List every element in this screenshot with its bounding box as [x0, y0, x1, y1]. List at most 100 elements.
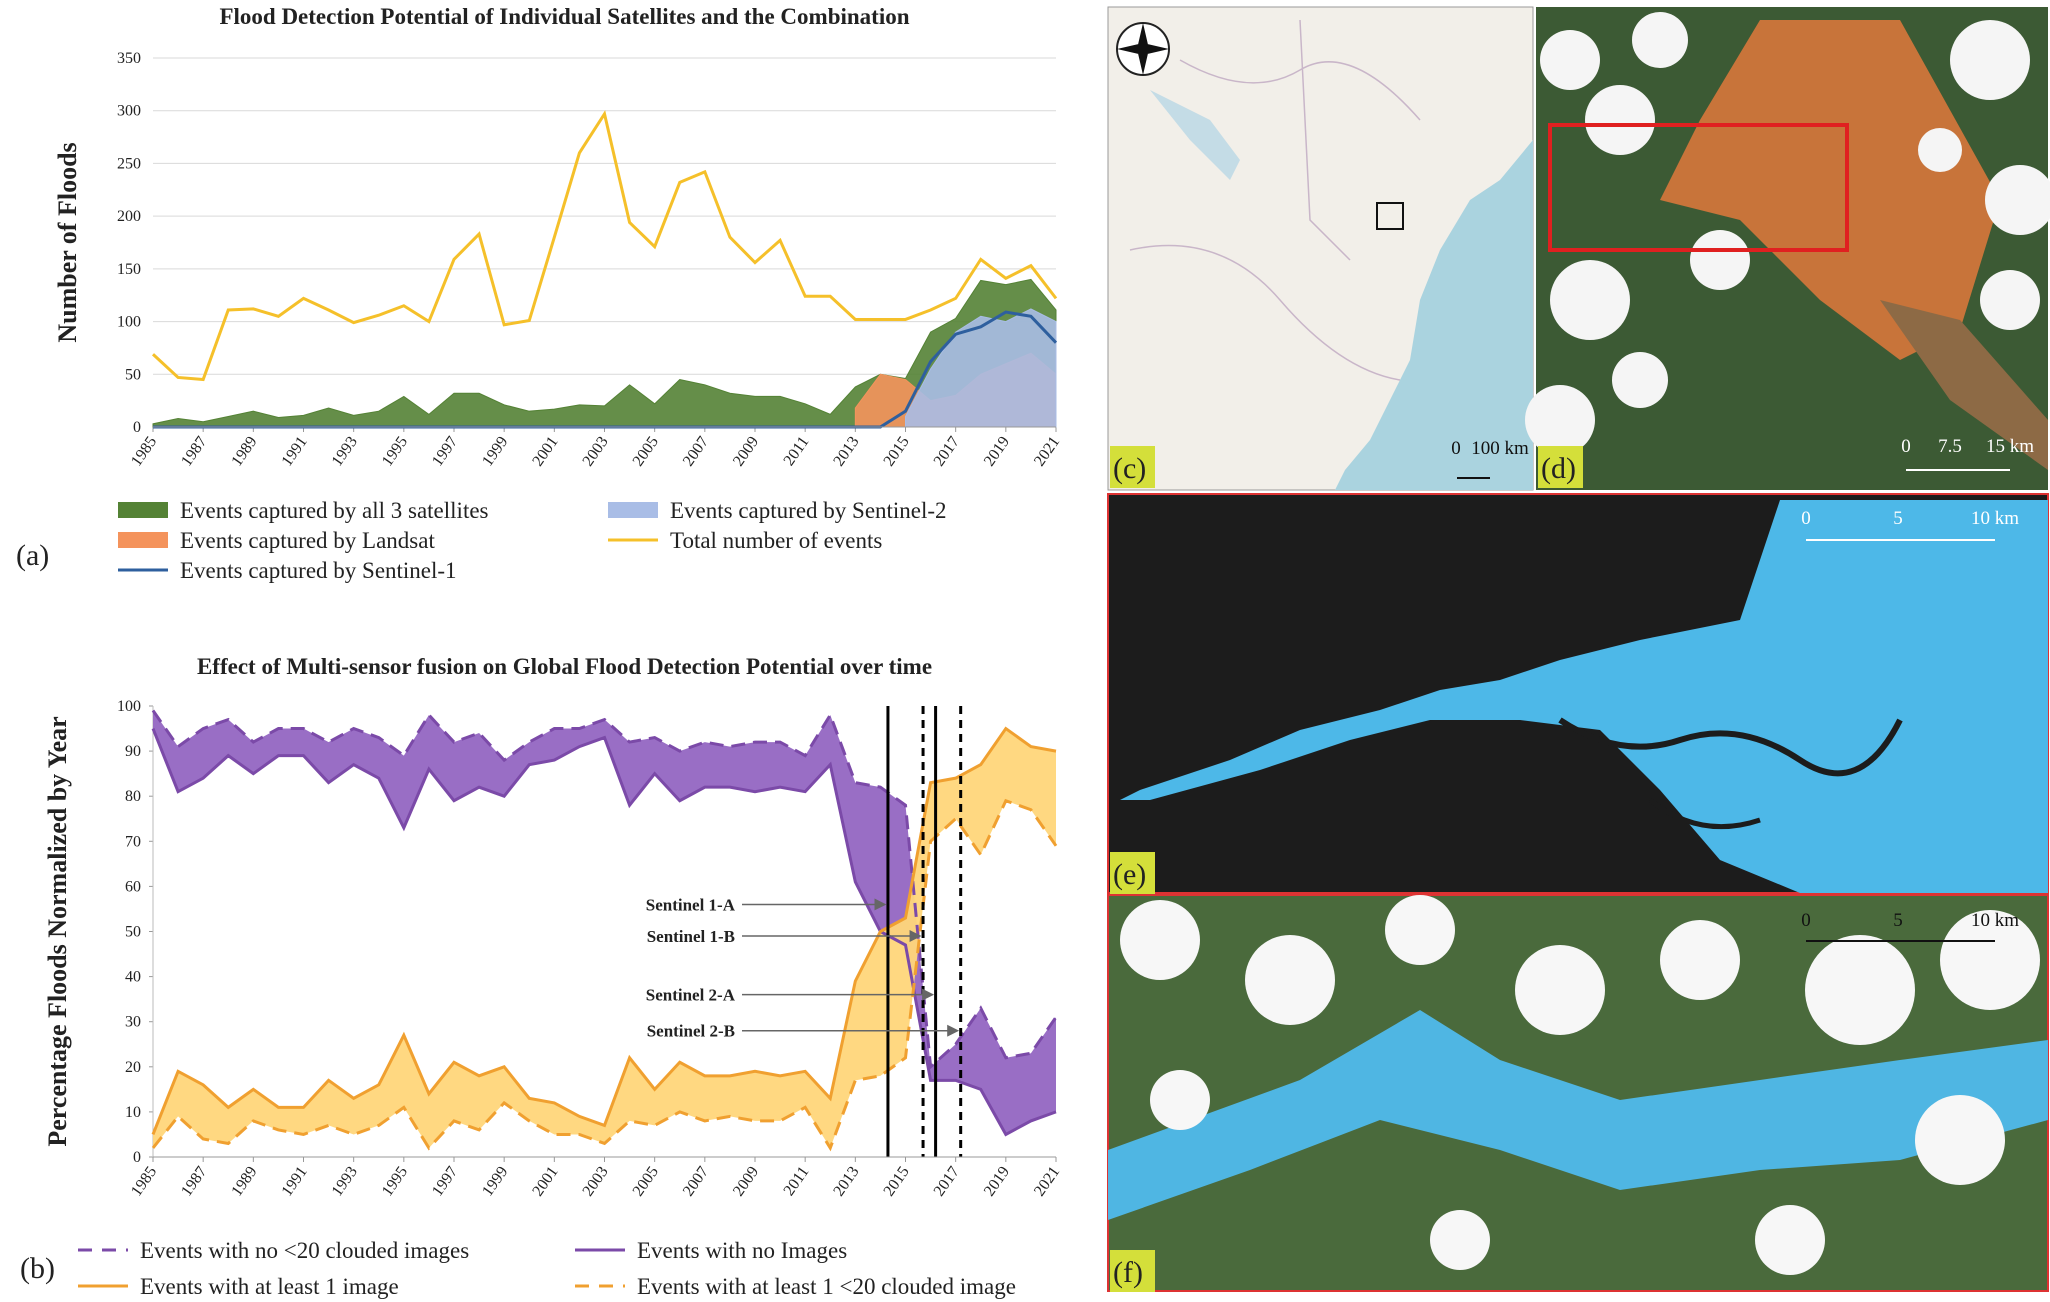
panel-label: (f) — [1113, 1256, 1143, 1289]
legend-label: Total number of events — [670, 528, 882, 553]
x-tick-label: 2013 — [830, 434, 862, 470]
panel-label-box — [1110, 852, 1155, 894]
x-tick-label: 2003 — [579, 434, 611, 470]
y-tick-label: 70 — [125, 833, 141, 850]
x-tick-label: 2005 — [630, 434, 662, 470]
x-tick-label: 2007 — [680, 1164, 712, 1200]
legend-label: Events with at least 1 image — [140, 1274, 399, 1299]
chart-title: Flood Detection Potential of Individual … — [219, 4, 909, 29]
scale-label: 5 — [1893, 910, 1903, 931]
scale-label: 0 — [1451, 438, 1461, 459]
legend-label: Events with no Images — [637, 1238, 847, 1263]
scale-label: 100 km — [1471, 438, 1529, 459]
x-tick-label: 2009 — [730, 1164, 762, 1200]
x-tick-label: 2015 — [880, 1164, 912, 1200]
x-tick-label: 2011 — [781, 434, 813, 469]
x-tick-label: 2013 — [830, 1164, 862, 1200]
y-tick-label: 300 — [117, 103, 141, 120]
y-tick-label: 250 — [117, 155, 141, 172]
x-tick-label: 1999 — [479, 434, 511, 470]
legend-swatch — [118, 502, 168, 518]
series-line — [151, 798, 1058, 1152]
x-tick-label: 1999 — [479, 1164, 511, 1200]
y-tick-label: 60 — [125, 878, 141, 895]
legend-label: Events captured by Landsat — [180, 528, 435, 553]
panel-label-box — [1110, 1250, 1155, 1292]
y-tick-label: 100 — [117, 314, 141, 331]
x-tick-label: 2017 — [931, 434, 963, 470]
x-tick-label: 1991 — [278, 1164, 310, 1200]
y-tick-label: 50 — [125, 366, 141, 383]
y-tick-label: 200 — [117, 208, 141, 225]
y-tick-label: 80 — [125, 788, 141, 805]
x-tick-label: 1985 — [128, 434, 160, 470]
x-tick-label: 2001 — [529, 434, 561, 470]
x-tick-label: 2005 — [630, 1164, 662, 1200]
x-tick-label: 2009 — [730, 434, 762, 470]
scale-label: 0 — [1801, 508, 1811, 529]
series-line — [151, 726, 1057, 1136]
x-tick-label: 2021 — [1031, 434, 1063, 470]
annotation-label: Sentinel 2-A — [646, 986, 736, 1005]
series-line — [151, 727, 1057, 1137]
band — [153, 728, 1056, 1148]
map-c — [1107, 6, 1534, 491]
y-axis-label: Percentage Floods Normalized by Year — [43, 716, 72, 1146]
x-tick-label: 1991 — [278, 434, 310, 470]
panel-label: (d) — [1541, 452, 1576, 485]
x-tick-label: 2003 — [579, 1164, 611, 1200]
legend-swatch — [608, 502, 658, 518]
legend-swatch — [118, 532, 168, 548]
panel-label: (a) — [16, 539, 49, 572]
y-tick-label: 100 — [117, 698, 141, 715]
y-axis-label: Number of Floods — [53, 142, 82, 342]
annotation-label: Sentinel 1-B — [647, 927, 735, 946]
x-tick-label: 2011 — [781, 1164, 813, 1199]
map-d — [1525, 7, 2050, 490]
y-tick-label: 0 — [133, 419, 141, 436]
y-tick-label: 350 — [117, 50, 141, 67]
legend-label: Events with no <20 clouded images — [140, 1238, 469, 1263]
x-tick-label: 2001 — [529, 1164, 561, 1200]
y-tick-label: 20 — [125, 1059, 141, 1076]
panel-label: (e) — [1113, 858, 1146, 891]
band — [153, 710, 1056, 1135]
x-tick-label: 1995 — [379, 1164, 411, 1200]
y-tick-label: 90 — [125, 743, 141, 760]
y-tick-label: 10 — [125, 1104, 141, 1121]
series-line — [151, 110, 1058, 382]
x-tick-label: 1987 — [178, 1164, 210, 1200]
x-tick-label: 1985 — [128, 1164, 160, 1200]
scale-label: 15 km — [1986, 436, 2034, 457]
x-tick-label: 1989 — [228, 1164, 260, 1200]
y-tick-label: 150 — [117, 261, 141, 278]
y-tick-label: 40 — [125, 969, 141, 986]
x-tick-label: 1987 — [178, 434, 210, 470]
y-tick-label: 0 — [133, 1149, 141, 1166]
annotation-label: Sentinel 2-B — [647, 1022, 735, 1041]
chart-title: Effect of Multi-sensor fusion on Global … — [197, 654, 932, 679]
legend-label: Events captured by Sentinel-2 — [670, 498, 947, 523]
annotation-label: Sentinel 1-A — [646, 895, 736, 914]
x-tick-label: 1997 — [429, 1164, 461, 1200]
x-tick-label: 2019 — [981, 434, 1013, 470]
legend-label: Events captured by Sentinel-1 — [180, 558, 457, 583]
legend-label: Events captured by all 3 satellites — [180, 498, 489, 523]
x-tick-label: 1993 — [329, 1164, 361, 1200]
legend-label: Events with at least 1 <20 clouded image — [637, 1274, 1016, 1299]
scale-label: 5 — [1893, 508, 1903, 529]
x-tick-label: 1989 — [228, 434, 260, 470]
map-f — [1107, 894, 2049, 1292]
panel-label-box — [1538, 446, 1583, 488]
scale-label: 10 km — [1971, 910, 2019, 931]
series-line — [151, 709, 1058, 1070]
map-e — [1107, 493, 2049, 894]
scale-label: 0 — [1901, 436, 1911, 457]
x-tick-label: 2015 — [880, 434, 912, 470]
y-tick-label: 50 — [125, 924, 141, 941]
scale-label: 10 km — [1971, 508, 2019, 529]
panel-label-box — [1110, 446, 1155, 488]
scale-label: 7.5 — [1938, 436, 1962, 457]
x-tick-label: 2021 — [1031, 1164, 1063, 1200]
